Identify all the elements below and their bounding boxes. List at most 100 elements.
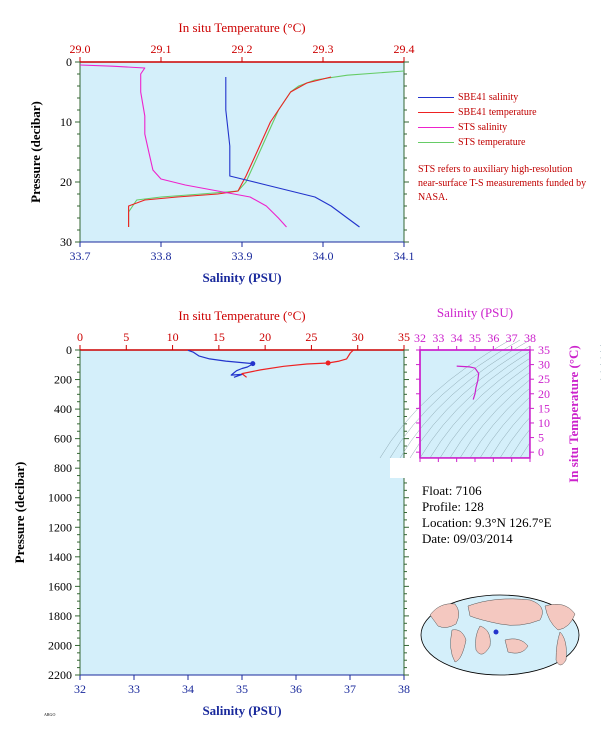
world-map-land — [475, 625, 491, 655]
float-location-marker — [493, 629, 499, 635]
bottom-salinity-tick-label: 38 — [398, 682, 410, 696]
legend-entry-sbe41-temperature: SBE41 temperature — [418, 105, 537, 120]
ts-temperature-tick-label: 15 — [538, 401, 550, 415]
top-salinity-tick-label: 33.9 — [232, 249, 253, 263]
profile-temperature-line — [241, 349, 354, 378]
top-salinity-tick-label: 33.8 — [151, 249, 172, 263]
sbe41-salinity-line — [225, 77, 360, 228]
profile-salinity-line — [187, 349, 254, 378]
top-temperature-tick-label: 29.2 — [232, 42, 253, 56]
sts-salinity-line — [79, 64, 287, 228]
legend-entry-sts-salinity: STS salinity — [418, 120, 537, 135]
location: Location: 9.3°N 126.7°E — [422, 515, 552, 530]
bottom-salinity-tick-label: 32 — [74, 682, 86, 696]
bottom-temperature-tick-label: 15 — [213, 330, 225, 344]
bottom-temperature-tick-label: 5 — [123, 330, 129, 344]
bottom-temperature-tick-label: 30 — [352, 330, 364, 344]
top-pressure-tick-label: 30 — [60, 235, 72, 249]
bottom-salinity-tick-label: 34 — [182, 682, 194, 696]
world-map-land — [467, 598, 543, 626]
ts-salinity-tick-label: 32 — [414, 331, 426, 345]
legend-swatch — [418, 127, 454, 128]
top-pressure-tick-label: 0 — [66, 55, 72, 69]
density-contour — [379, 339, 511, 459]
bottom-pressure-tick-label: 1600 — [48, 579, 72, 593]
credit-stamp: ARGO — [44, 712, 56, 717]
bottom-pressure-tick-label: 1000 — [48, 491, 72, 505]
ts-temperature-axis-title: In situ Temperature (°C) — [566, 345, 581, 483]
legend-entry-sts-temperature: STS temperature — [418, 135, 537, 150]
float-id: Float: 7106 — [422, 483, 482, 498]
density-contour — [399, 339, 531, 459]
bottom-salinity-tick-label: 35 — [236, 682, 248, 696]
legend-swatch — [418, 97, 454, 98]
bottom-temperature-tick-label: 25 — [305, 330, 317, 344]
bottom-pressure-tick-label: 800 — [54, 461, 72, 475]
ts-salinity-tick-label: 34 — [451, 331, 463, 345]
top-pressure-tick-label: 20 — [60, 175, 72, 189]
ts-temperature-tick-label: 20 — [538, 387, 550, 401]
bottom-pressure-tick-label: 2000 — [48, 638, 72, 652]
ts-salinity-tick-label: 33 — [432, 331, 444, 345]
ts-plot-area — [419, 349, 531, 459]
world-map-land — [544, 604, 576, 631]
bottom-salinity-tick-label: 36 — [290, 682, 302, 696]
ts-clip — [390, 458, 550, 478]
bottom-temperature-tick-label: 10 — [167, 330, 179, 344]
bottom-plot-area — [80, 350, 404, 675]
sts-note: STS refers to auxiliary high-resolution … — [418, 164, 587, 203]
bottom-temperature-tick-label: 35 — [398, 330, 410, 344]
top-salinity-tick-label: 34.0 — [313, 249, 334, 263]
bottom-temperature-axis-title: In situ Temperature (°C) — [178, 308, 305, 323]
ts-salinity-tick-label: 37 — [506, 331, 518, 345]
top-pressure-tick-label: 10 — [60, 115, 72, 129]
legend-swatch — [418, 112, 454, 113]
bottom-pressure-tick-label: 0 — [66, 343, 72, 357]
world-map-land — [450, 629, 467, 663]
bottom-pressure-tick-label: 200 — [54, 373, 72, 387]
bottom-pressure-tick-label: 2200 — [48, 668, 72, 682]
bottom-pressure-tick-label: 400 — [54, 402, 72, 416]
top-temperature-tick-label: 29.0 — [70, 42, 91, 56]
date: Date: 09/03/2014 — [422, 531, 513, 546]
bottom-salinity-tick-label: 33 — [128, 682, 140, 696]
bottom-temperature-tick-label: 0 — [77, 330, 83, 344]
ts-curve — [456, 365, 480, 400]
top-temperature-tick-label: 29.4 — [394, 42, 415, 56]
top-salinity-tick-label: 34.1 — [394, 249, 415, 263]
world-map-land — [504, 638, 529, 654]
top-pressure-axis-title: Pressure (decibar) — [28, 101, 43, 203]
top-salinity-axis-title: Salinity (PSU) — [202, 270, 281, 285]
ts-temperature-tick-label: 25 — [538, 372, 550, 386]
legend-swatch — [418, 142, 454, 143]
legend-entry-sbe41-salinity: SBE41 salinity — [418, 90, 537, 105]
ts-temperature-tick-label: 35 — [538, 343, 550, 357]
temperature-marker — [325, 360, 331, 366]
ts-temperature-tick-label: 5 — [538, 431, 544, 445]
ts-temperature-tick-label: 10 — [538, 416, 550, 430]
bottom-pressure-tick-label: 1200 — [48, 520, 72, 534]
bottom-pressure-tick-label: 600 — [54, 432, 72, 446]
salinity-marker — [250, 361, 256, 367]
world-map-land — [429, 603, 459, 628]
profile-number: Profile: 128 — [422, 499, 484, 514]
world-map-land — [555, 631, 567, 666]
bottom-temperature-tick-label: 20 — [259, 330, 271, 344]
top-plot-area — [80, 62, 404, 242]
ts-temperature-tick-label: 30 — [538, 358, 550, 372]
ts-temperature-tick-label: 0 — [538, 445, 544, 459]
top-temperature-axis-title: In situ Temperature (°C) — [178, 20, 305, 35]
ts-salinity-tick-label: 38 — [524, 331, 536, 345]
ts-salinity-axis-title: Salinity (PSU) — [437, 305, 513, 320]
ts-salinity-tick-label: 35 — [469, 331, 481, 345]
bottom-salinity-axis-title: Salinity (PSU) — [202, 703, 281, 718]
top-temperature-tick-label: 29.3 — [313, 42, 334, 56]
density-contour — [389, 339, 521, 459]
float-info: Float: 7106 Profile: 128 Location: 9.3°N… — [422, 483, 552, 547]
ts-salinity-tick-label: 36 — [487, 331, 499, 345]
chart-legend: SBE41 salinity SBE41 temperature STS sal… — [418, 90, 537, 150]
ts-clip — [530, 330, 600, 478]
top-temperature-tick-label: 29.1 — [151, 42, 172, 56]
